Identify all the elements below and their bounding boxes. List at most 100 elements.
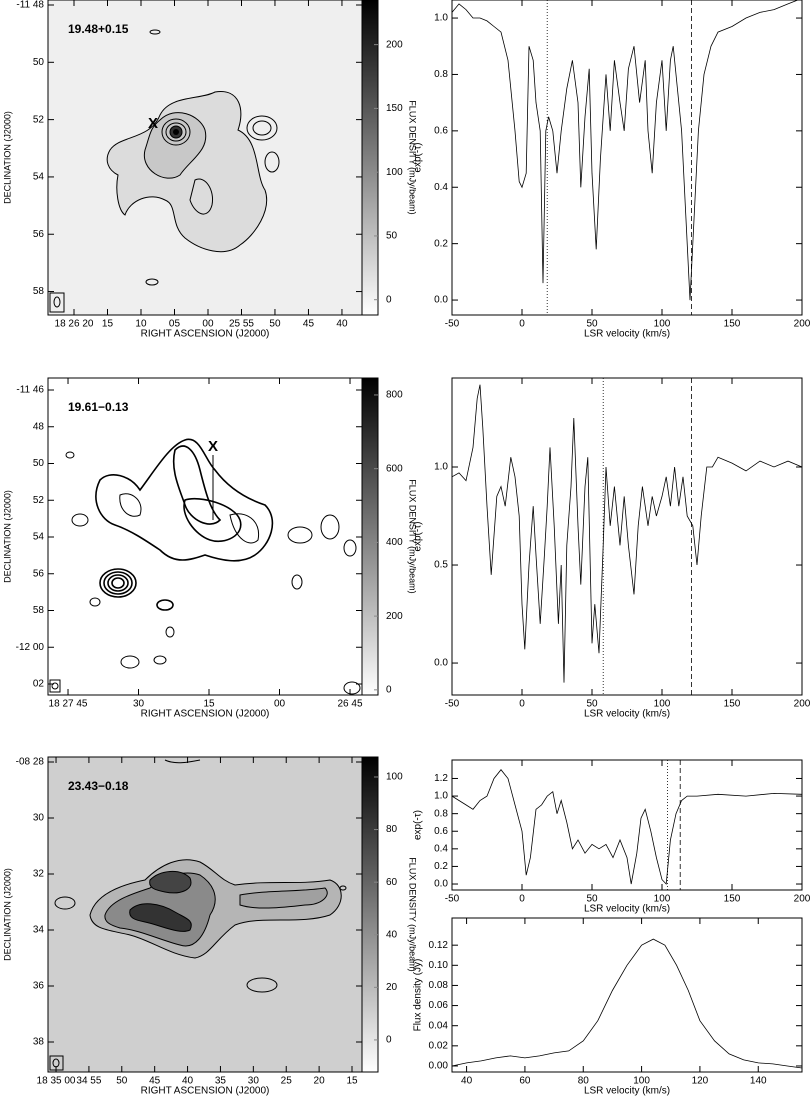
plot-frame	[451, 759, 803, 891]
y-axis-label: exp(-τ)	[413, 521, 424, 551]
y-tick-label: 0.0	[434, 879, 448, 890]
x-tick-label: 35	[215, 1076, 227, 1087]
map-image	[48, 0, 362, 315]
colorbar-tick-label: 0	[386, 294, 392, 305]
y-tick-label: 0.02	[429, 1040, 449, 1051]
colorbar-tick-label: 80	[386, 824, 398, 835]
map-image	[48, 378, 362, 695]
colorbar-tick-label: 100	[386, 167, 403, 178]
x-tick-label: 15	[346, 1076, 358, 1087]
colorbar-tick-label: 100	[386, 772, 403, 783]
y-tick-label: 0.0	[434, 295, 448, 306]
x-tick-label: -50	[445, 894, 460, 905]
map-image	[48, 757, 362, 1072]
y-axis-label: exp(-τ)	[413, 142, 424, 172]
y-tick-label: 1.0	[434, 13, 448, 24]
y-tick-label: -08 28	[16, 757, 45, 768]
x-tick-label: 25 55	[229, 319, 254, 330]
colorbar-label: FLUX DENSITY (mJy/beam)	[408, 479, 418, 593]
colorbar-tick-label: 150	[386, 103, 403, 114]
x-tick-label: 15	[102, 319, 114, 330]
colorbar-tick-label: 50	[386, 231, 398, 242]
colorbar	[361, 756, 379, 1073]
x-axis-label: LSR velocity (km/s)	[584, 709, 670, 720]
x-tick-label: 100	[654, 894, 671, 905]
x-tick-label: 20	[314, 1076, 326, 1087]
colorbar	[361, 0, 379, 316]
x-tick-label: 120	[692, 1076, 709, 1087]
x-axis-label: LSR velocity (km/s)	[584, 1086, 670, 1097]
y-tick-label: 34	[33, 925, 45, 936]
spectrum-line	[451, 384, 803, 683]
y-tick-label: 0.10	[429, 960, 449, 971]
x-tick-label: 100	[633, 1076, 650, 1087]
y-tick-label: 30	[33, 813, 45, 824]
x-tick-label: 150	[724, 319, 741, 330]
x-tick-label: 0	[519, 894, 525, 905]
annotation: X	[208, 438, 218, 455]
colorbar-tick-label: 200	[386, 611, 403, 622]
y-tick-label: 0.6	[434, 826, 448, 837]
plot-frame	[451, 0, 803, 316]
x-tick-label: -50	[445, 319, 460, 330]
annotation: X	[148, 115, 158, 132]
y-axis-label: exp(-τ)	[413, 810, 424, 840]
x-tick-label: 150	[724, 894, 741, 905]
map-label: 19.48+0.15	[68, 22, 129, 36]
colorbar-tick-label: 0	[386, 1035, 392, 1046]
y-tick-label: 58	[33, 605, 45, 616]
y-tick-label: 0.2	[434, 238, 448, 249]
y-tick-label: 56	[33, 229, 45, 240]
colorbar-tick-label: 400	[386, 537, 403, 548]
colorbar-tick-label: 800	[386, 390, 403, 401]
x-axis-label: RIGHT ASCENSION (J2000)	[141, 1086, 270, 1097]
x-tick-label: 00	[274, 699, 286, 710]
x-tick-label: 15	[203, 699, 215, 710]
x-tick-label: 50	[586, 699, 598, 710]
x-tick-label: 00	[202, 319, 214, 330]
x-tick-label: 18 27 45	[49, 699, 88, 710]
colorbar-tick-label: 40	[386, 929, 398, 940]
x-tick-label: 100	[654, 699, 671, 710]
x-axis-label: LSR velocity (km/s)	[584, 904, 670, 915]
x-axis-label: RIGHT ASCENSION (J2000)	[141, 329, 270, 340]
x-tick-label: 200	[794, 699, 811, 710]
y-tick-label: 0.6	[434, 125, 448, 136]
spectrum-line	[451, 769, 803, 885]
y-tick-label: 48	[33, 421, 45, 432]
y-tick-label: 54	[33, 532, 45, 543]
x-tick-label: 26 45	[338, 699, 363, 710]
x-tick-label: -50	[445, 699, 460, 710]
colorbar-tick-label: 0	[386, 684, 392, 695]
y-tick-label: 52	[33, 114, 45, 125]
x-tick-label: 25	[281, 1076, 293, 1087]
x-tick-label: 0	[519, 319, 525, 330]
map-label: 23.43−0.18	[68, 779, 129, 793]
x-tick-label: 40	[182, 1076, 194, 1087]
y-tick-label: 56	[33, 568, 45, 579]
spectrum-line	[451, 938, 803, 1069]
x-tick-label: 140	[750, 1076, 767, 1087]
y-tick-label: 1.0	[434, 791, 448, 802]
x-tick-label: 60	[519, 1076, 531, 1087]
y-axis-label: Flux density (Jy)	[413, 959, 424, 1032]
y-tick-label: 50	[33, 57, 45, 68]
x-tick-label: 50	[586, 319, 598, 330]
plot-frame	[451, 377, 803, 696]
x-tick-label: 50	[116, 1076, 128, 1087]
colorbar-tick-label: 600	[386, 463, 403, 474]
y-tick-label: 38	[33, 1037, 45, 1048]
y-tick-label: 50	[33, 458, 45, 469]
y-tick-label: -12 00	[16, 642, 45, 653]
y-tick-label: 58	[33, 286, 45, 297]
y-tick-label: -11 46	[16, 385, 44, 396]
x-tick-label: 40	[336, 319, 348, 330]
y-axis-label: DECLINATION (J2000)	[2, 868, 12, 961]
y-tick-label: 36	[33, 981, 45, 992]
x-tick-label: 80	[578, 1076, 590, 1087]
y-tick-label: 0.5	[434, 560, 448, 571]
colorbar-tick-label: 20	[386, 982, 398, 993]
x-axis-label: RIGHT ASCENSION (J2000)	[141, 709, 270, 720]
x-tick-label: 05	[169, 319, 181, 330]
